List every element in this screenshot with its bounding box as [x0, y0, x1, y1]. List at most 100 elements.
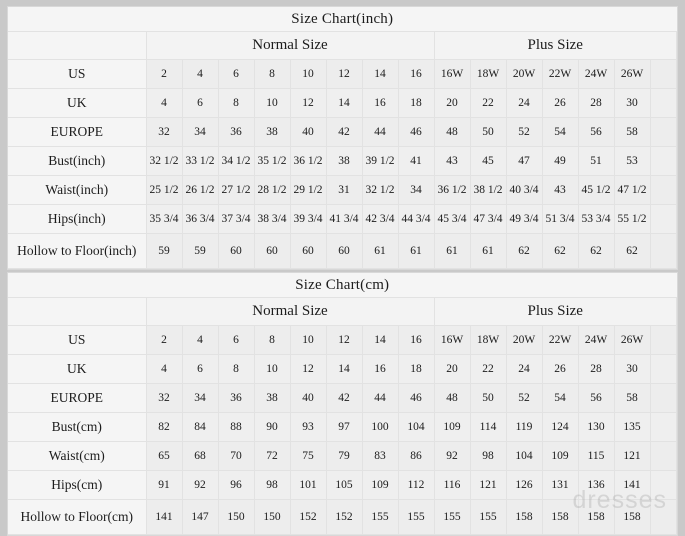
table-cell: 24W — [577, 59, 615, 89]
title-row: Size Chart(cm) — [8, 273, 677, 298]
table-cell: 12 — [325, 59, 363, 89]
table-cell: 44 — [361, 117, 399, 147]
table-cell: 54 — [541, 117, 579, 147]
table-cell: 51 3/4 — [541, 204, 579, 234]
group-header-row: Normal Size Plus Size — [8, 297, 677, 326]
table-cell: 4 — [181, 59, 219, 89]
table-cell: 44 3/4 — [397, 204, 435, 234]
row-label: US — [8, 325, 147, 355]
table-cell: 105 — [325, 470, 363, 500]
table-cell: 155 — [469, 499, 507, 535]
table-cell-filler — [649, 175, 677, 205]
table-cell: 26 1/2 — [181, 175, 219, 205]
row-label: Hips(inch) — [8, 204, 147, 234]
table-cell: 141 — [613, 470, 651, 500]
table-row: Hollow to Floor(inch) 59 59 60 60 60 60 61 61 61 6… — [8, 233, 677, 269]
table-row: US 2 4 6 8 10 12 14 16 16W 18W 20W 22W 24W 26W — [8, 59, 677, 89]
table-cell-filler — [649, 146, 677, 176]
row-label: Waist(inch) — [8, 175, 147, 205]
table-cell: 98 — [469, 441, 507, 471]
table-cell: 158 — [505, 499, 543, 535]
table-cell: 62 — [613, 233, 651, 269]
table-cell: 2 — [145, 59, 183, 89]
table-cell: 16 — [361, 88, 399, 118]
table-cell: 62 — [541, 233, 579, 269]
table-cell: 116 — [433, 470, 471, 500]
table-cell: 82 — [145, 412, 183, 442]
table-cell: 38 — [253, 117, 291, 147]
table-cell: 35 3/4 — [145, 204, 183, 234]
table-cell: 22 — [469, 88, 507, 118]
table-row: Hollow to Floor(cm) 141 147 150 150 152 152 155… — [8, 499, 677, 535]
table-cell: 42 3/4 — [361, 204, 399, 234]
table-cell: 4 — [181, 325, 219, 355]
group-header-row: Normal Size Plus Size — [8, 31, 677, 60]
table-cell: 12 — [325, 325, 363, 355]
table-cell: 28 — [577, 88, 615, 118]
table-cell: 45 — [469, 146, 507, 176]
row-label: Bust(inch) — [8, 146, 147, 176]
table-cell: 109 — [541, 441, 579, 471]
table-cell: 93 — [289, 412, 327, 442]
table-cell: 30 — [613, 88, 651, 118]
row-label: Waist(cm) — [8, 441, 147, 471]
table-cell: 136 — [577, 470, 615, 500]
table-cell: 61 — [433, 233, 471, 269]
table-cell: 18W — [469, 59, 507, 89]
table-cell: 158 — [613, 499, 651, 535]
table-cell: 34 1/2 — [217, 146, 255, 176]
table-cell: 42 — [325, 117, 363, 147]
table-cell: 83 — [361, 441, 399, 471]
table-cell: 26W — [613, 325, 651, 355]
table-cell: 6 — [181, 88, 219, 118]
table-cell: 32 1/2 — [145, 146, 183, 176]
table-cell: 114 — [469, 412, 507, 442]
table-cell: 91 — [145, 470, 183, 500]
table-cell: 36 1/2 — [289, 146, 327, 176]
table-cell: 18 — [397, 354, 435, 384]
table-cell-filler — [649, 88, 677, 118]
table-row: Waist(inch) 25 1/2 26 1/2 27 1/2 28 1/2 29 1/… — [8, 175, 677, 205]
table-cell-filler — [649, 59, 677, 89]
table-cell: 47 3/4 — [469, 204, 507, 234]
row-label: US — [8, 59, 147, 89]
table-cell: 31 — [325, 175, 363, 205]
table-cell: 47 — [505, 146, 543, 176]
table-cell: 61 — [469, 233, 507, 269]
table-cell: 88 — [217, 412, 255, 442]
table-cell: 50 — [469, 117, 507, 147]
table-cell: 10 — [253, 88, 291, 118]
size-table-cm: Size Chart(cm) Normal Size Plus Size US 2 4 6 8… — [8, 273, 677, 535]
table-cell: 115 — [577, 441, 615, 471]
table-cell: 50 — [469, 383, 507, 413]
table-cell: 36 3/4 — [181, 204, 219, 234]
table-cell: 104 — [505, 441, 543, 471]
table-cell: 40 — [289, 383, 327, 413]
table-row: EUROPE 32 34 36 38 40 42 44 46 48 50 52 54 56 58 — [8, 383, 677, 413]
table-cell: 37 3/4 — [217, 204, 255, 234]
table-cell: 49 — [541, 146, 579, 176]
table-cell: 40 — [289, 117, 327, 147]
table-cell: 35 1/2 — [253, 146, 291, 176]
table-cell: 22 — [469, 354, 507, 384]
table-cell: 56 — [577, 117, 615, 147]
table-cell: 29 1/2 — [289, 175, 327, 205]
table-cell: 45 1/2 — [577, 175, 615, 205]
table-cell: 112 — [397, 470, 435, 500]
table-cell: 98 — [253, 470, 291, 500]
table-cell: 36 1/2 — [433, 175, 471, 205]
table-cell: 36 — [217, 383, 255, 413]
table-cell: 59 — [181, 233, 219, 269]
table-cell: 14 — [325, 354, 363, 384]
table-cell: 60 — [217, 233, 255, 269]
table-cell: 20 — [433, 88, 471, 118]
size-table-cm-body: Size Chart(cm) Normal Size Plus Size US 2 4 6 8… — [8, 273, 677, 535]
table-cell: 46 — [397, 117, 435, 147]
table-cell: 60 — [325, 233, 363, 269]
table-row: UK 4 6 8 10 12 14 16 18 20 22 24 26 28 30 — [8, 88, 677, 118]
table-cell: 58 — [613, 117, 651, 147]
table-cell: 60 — [253, 233, 291, 269]
row-label-header — [8, 297, 147, 326]
table-cell: 22W — [541, 325, 579, 355]
table-cell: 68 — [181, 441, 219, 471]
